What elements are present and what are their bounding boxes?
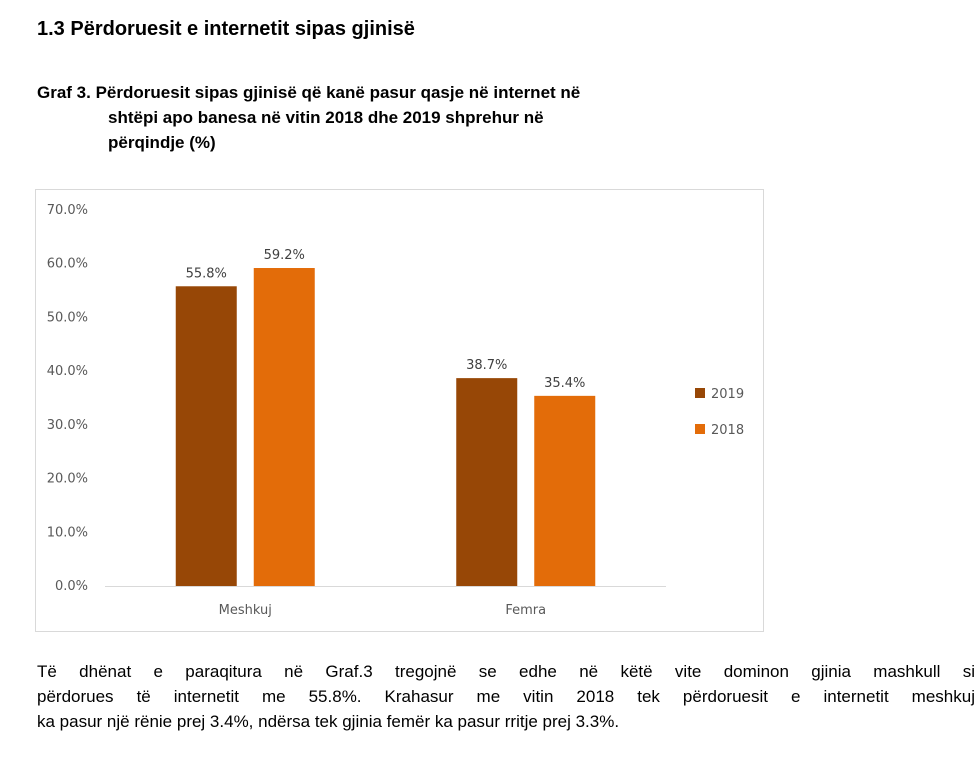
description-paragraph: Të dhënat e paraqitura në Graf.3 tregojn… [37, 659, 975, 734]
data-label: 55.8% [186, 266, 227, 281]
bar-2018-meshkuj [253, 268, 315, 586]
y-tick-label: 60.0% [47, 257, 88, 272]
y-tick-label: 50.0% [47, 310, 88, 325]
y-tick-label: 70.0% [47, 203, 88, 218]
figure-title: Graf 3. Përdoruesit sipas gjinisë që kan… [37, 80, 777, 155]
data-label: 59.2% [264, 248, 305, 263]
data-label: 38.7% [466, 358, 507, 373]
figure-title-line: shtëpi apo banesa në vitin 2018 dhe 2019… [108, 108, 544, 127]
paragraph-line: Të dhënat e paraqitura në Graf.3 tregojn… [37, 662, 975, 681]
y-tick-label: 0.0% [55, 579, 88, 594]
data-label: 35.4% [544, 376, 585, 391]
figure-title-line: përqindje (%) [108, 133, 216, 152]
y-tick-label: 30.0% [47, 418, 88, 433]
chart-container: 0.0% 10.0% 20.0% 30.0% 40.0% 50.0% 60.0% 70.0% 5… [35, 189, 764, 632]
bar-chart: 0.0% 10.0% 20.0% 30.0% 40.0% 50.0% 60.0% 70.0% 5… [47, 203, 744, 618]
paragraph-line: përdorues të internetit me 55.8%. Krahas… [37, 687, 975, 706]
y-tick-label: 20.0% [47, 472, 88, 487]
x-category-label: Meshkuj [219, 603, 272, 618]
paragraph-line: ka pasur një rënie prej 3.4%, ndërsa tek… [37, 712, 620, 731]
y-tick-label: 40.0% [47, 364, 88, 379]
legend-swatch-2019 [695, 388, 705, 398]
legend-label-2018: 2018 [711, 423, 744, 438]
legend-swatch-2018 [695, 424, 705, 434]
bar-2019-meshkuj [175, 286, 237, 586]
figure-title-line: Graf 3. Përdoruesit sipas gjinisë që kan… [37, 83, 581, 102]
bar-2019-femra [456, 378, 518, 586]
legend-label-2019: 2019 [711, 387, 744, 402]
x-category-label: Femra [505, 603, 546, 618]
y-tick-label: 10.0% [47, 525, 88, 540]
section-title: 1.3 Përdoruesit e internetit sipas gjini… [37, 18, 415, 40]
bar-2018-femra [534, 395, 596, 586]
